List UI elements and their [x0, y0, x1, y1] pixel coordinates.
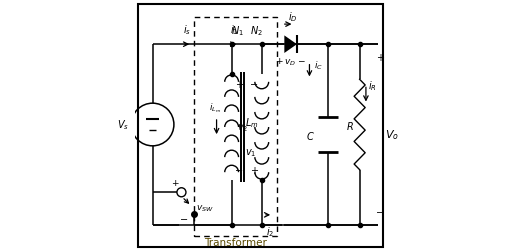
Text: $i_1$: $i_1$ — [230, 23, 238, 37]
Text: +: + — [235, 80, 243, 90]
Text: $i_s$: $i_s$ — [183, 23, 191, 37]
Text: $i_{L_m}$: $i_{L_m}$ — [209, 101, 221, 114]
Text: $i_2$: $i_2$ — [266, 224, 275, 238]
Text: $v_2$: $v_2$ — [237, 122, 248, 134]
Text: $N_1$: $N_1$ — [231, 24, 244, 38]
Text: $V_s$: $V_s$ — [117, 118, 129, 132]
Text: $v_{SW}$: $v_{SW}$ — [196, 202, 214, 213]
Text: $i_C$: $i_C$ — [314, 59, 323, 71]
Text: $N_2$: $N_2$ — [250, 24, 263, 38]
Polygon shape — [284, 36, 297, 54]
Text: +: + — [376, 52, 384, 62]
Text: $i_R$: $i_R$ — [368, 80, 377, 93]
Text: −: − — [180, 214, 188, 224]
Text: $+\,v_D\,-$: $+\,v_D\,-$ — [275, 57, 306, 68]
Text: Transformer: Transformer — [204, 238, 267, 248]
Text: $R$: $R$ — [345, 119, 353, 131]
Text: +: + — [171, 178, 179, 187]
Text: −: − — [235, 165, 243, 175]
Text: $L_m$: $L_m$ — [245, 116, 259, 129]
Text: −: − — [376, 208, 384, 218]
Bar — [194, 18, 277, 236]
Text: +: + — [250, 165, 258, 175]
Text: $V_o$: $V_o$ — [384, 128, 399, 142]
Text: $v_1$: $v_1$ — [245, 146, 257, 158]
Text: $C$: $C$ — [306, 129, 315, 141]
Text: $i_D$: $i_D$ — [288, 11, 298, 24]
Text: −: − — [250, 80, 258, 90]
